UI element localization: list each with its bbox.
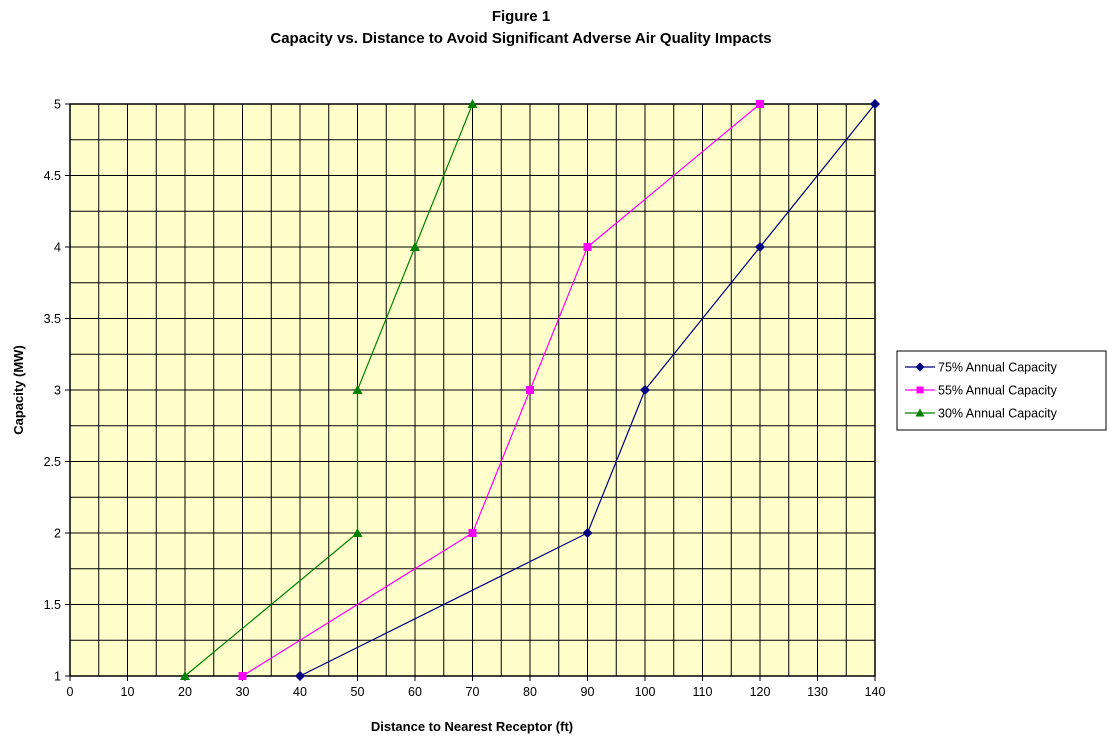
data-point (468, 529, 477, 537)
data-point (238, 672, 247, 680)
x-tick-label: 90 (581, 685, 595, 699)
chart-subtitle: Capacity vs. Distance to Avoid Significa… (270, 30, 771, 47)
x-tick-label: 80 (523, 685, 537, 699)
legend-marker (915, 362, 925, 372)
series-0 (295, 99, 880, 681)
series-2 (180, 99, 478, 680)
series-1 (238, 100, 764, 680)
legend-label: 75% Annual Capacity (938, 361, 1058, 375)
data-point (295, 671, 305, 681)
data-point (526, 386, 534, 394)
legend-marker (916, 386, 924, 394)
legend-item: 30% Annual Capacity (905, 407, 1058, 421)
y-tick-label: 3.5 (44, 312, 61, 326)
x-axis-title: Distance to Nearest Receptor (ft) (371, 719, 573, 734)
legend-marker (915, 408, 925, 417)
y-tick-label: 2.5 (44, 455, 61, 469)
x-tick-label: 60 (408, 685, 422, 699)
data-point (583, 243, 592, 251)
data-point (352, 385, 363, 394)
x-tick-label: 140 (865, 685, 886, 699)
legend-item: 55% Annual Capacity (905, 384, 1058, 398)
x-tick-label: 40 (293, 685, 307, 699)
series-layer (180, 99, 880, 681)
y-tick-label: 3 (54, 384, 61, 398)
data-point (756, 100, 764, 108)
data-point (755, 242, 765, 252)
legend-item: 75% Annual Capacity (905, 361, 1058, 375)
data-point (467, 99, 478, 108)
y-tick-label: 1.5 (44, 598, 61, 612)
data-point (410, 242, 420, 251)
x-tick-label: 50 (351, 685, 365, 699)
legend: 75% Annual Capacity 55% Annual Capacity 30… (896, 350, 1107, 431)
y-tick-label: 4 (54, 241, 61, 255)
data-point (352, 528, 363, 537)
x-tick-label: 0 (67, 685, 74, 699)
x-tick-label: 20 (178, 685, 192, 699)
x-tick-label: 10 (121, 685, 135, 699)
chart-title: Figure 1 (492, 8, 550, 25)
data-point (582, 528, 593, 538)
y-tick-label: 1 (54, 670, 61, 684)
data-point (640, 385, 650, 395)
y-tick-label: 4.5 (44, 169, 61, 183)
x-tick-label: 120 (750, 685, 771, 699)
gridlines (69, 103, 876, 677)
data-point (180, 671, 190, 680)
x-tick-label: 30 (236, 685, 250, 699)
y-tick-label: 5 (54, 98, 61, 112)
legend-label: 30% Annual Capacity (938, 407, 1058, 421)
legend-label: 55% Annual Capacity (938, 384, 1058, 398)
x-tick-label: 100 (635, 685, 656, 699)
axis-ticks: 0 10 20 30 40 50 60 70 80 90 100 110 120 130 140 1 1.5 2 2… (44, 98, 886, 700)
y-tick-label: 2 (54, 527, 61, 541)
x-tick-label: 70 (466, 685, 480, 699)
data-point (870, 99, 880, 109)
x-tick-label: 110 (693, 685, 713, 699)
y-axis-title: Capacity (MW) (11, 345, 26, 435)
x-tick-label: 130 (807, 685, 828, 699)
